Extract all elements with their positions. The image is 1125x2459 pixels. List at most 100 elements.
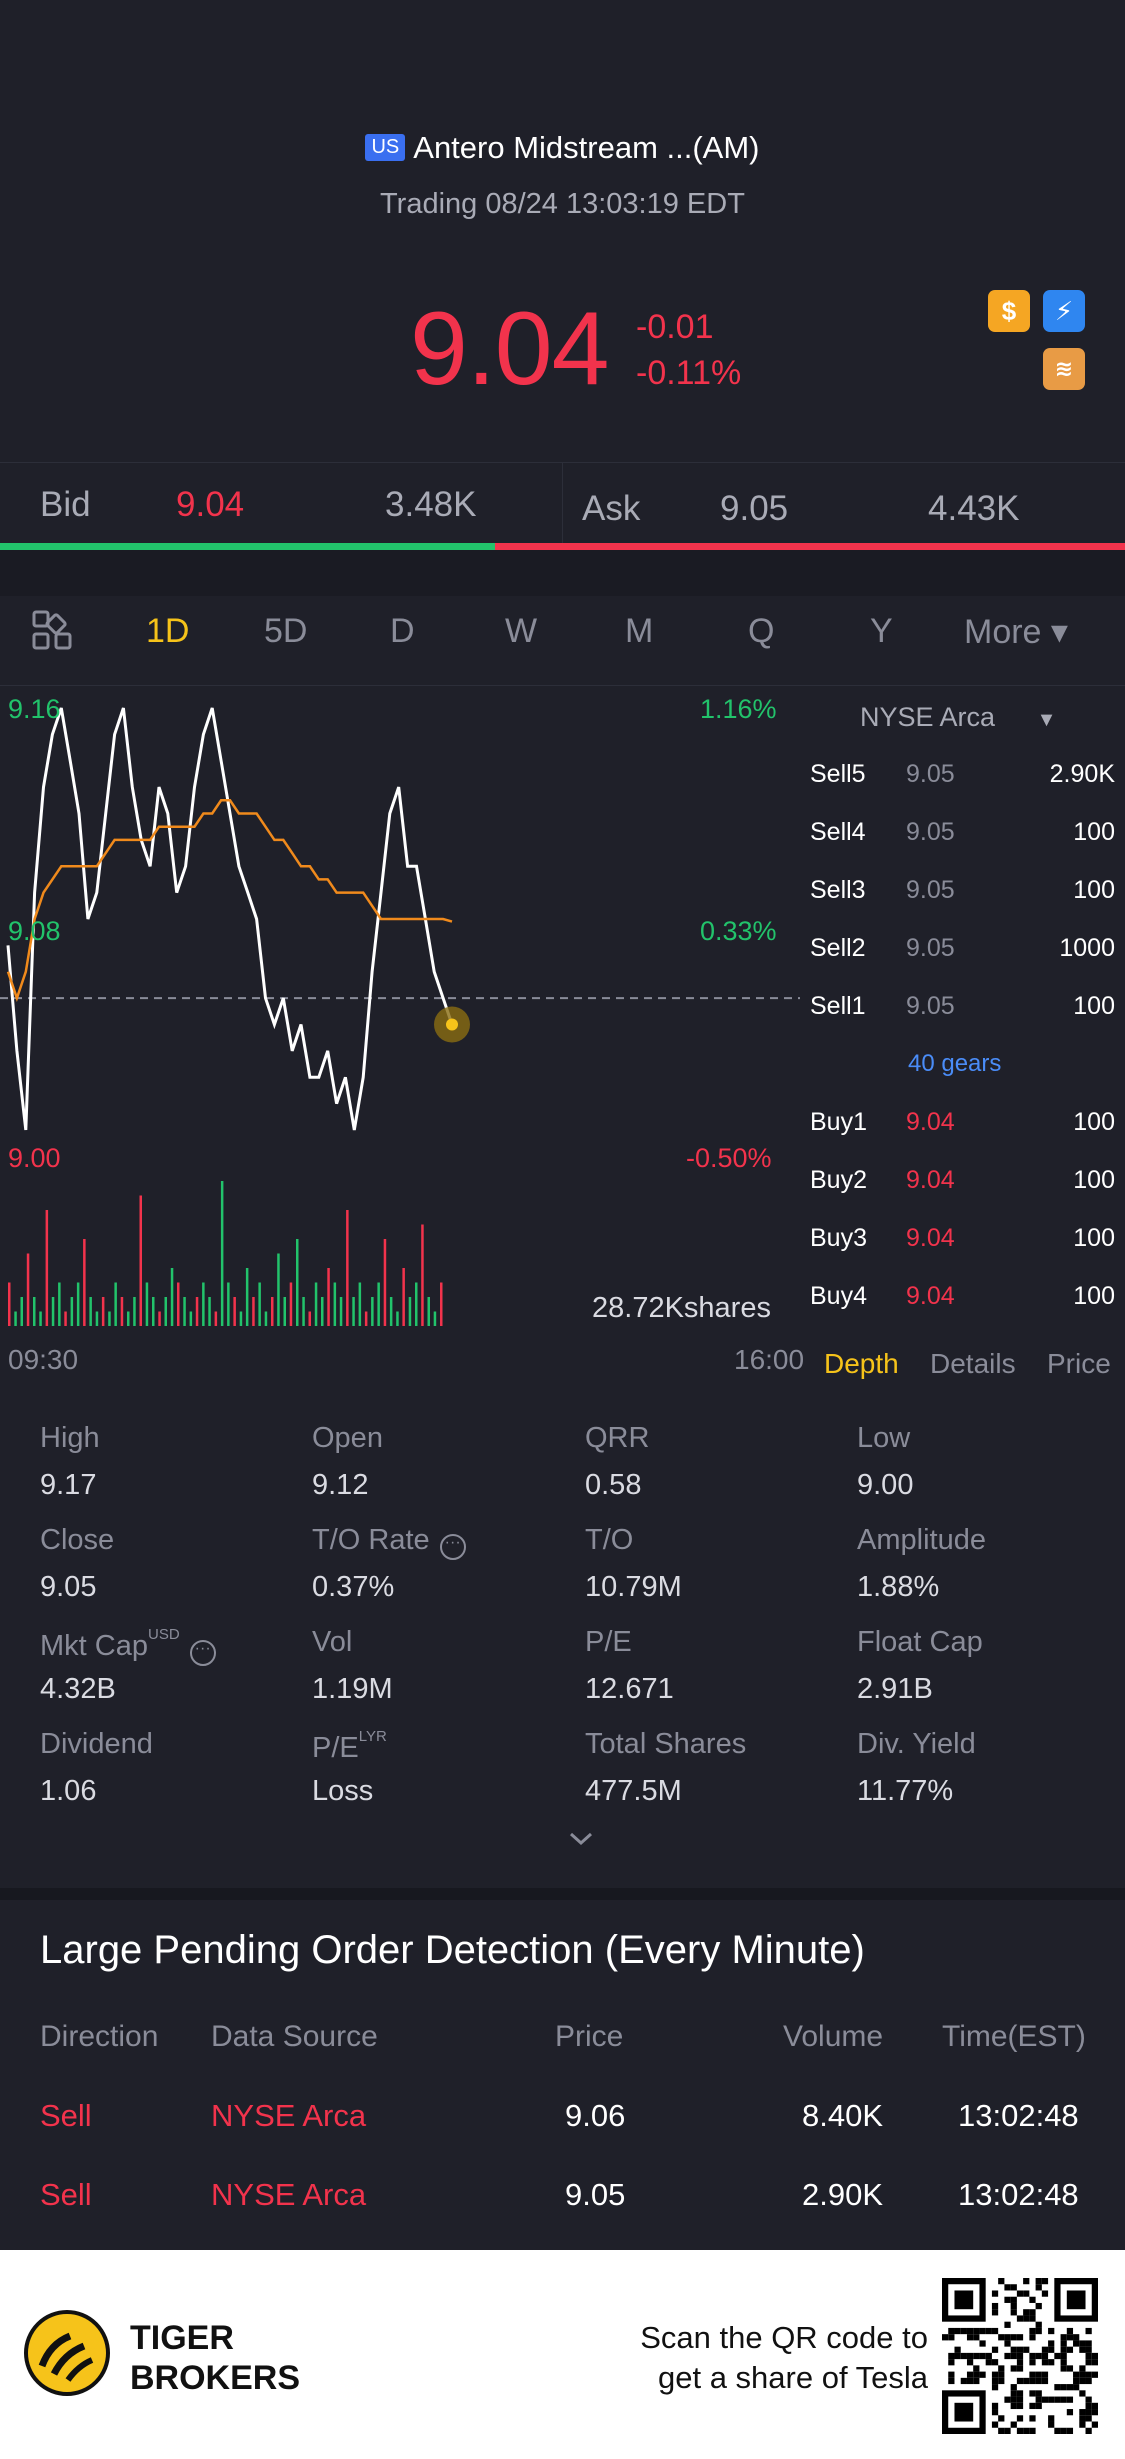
large-orders-cell: 13:02:48 bbox=[958, 2177, 1079, 2212]
tab-y[interactable]: Y bbox=[870, 612, 893, 650]
orderbook-level-label: Sell3 bbox=[810, 876, 866, 904]
x-label-open: 09:30 bbox=[8, 1344, 79, 1375]
stat-value: 1.06 bbox=[40, 1775, 97, 1807]
volume-bar bbox=[45, 1210, 49, 1326]
large-orders-cell: NYSE Arca bbox=[211, 2177, 367, 2212]
last-price: 9.04 bbox=[410, 291, 609, 407]
orderbook-price: 9.05 bbox=[906, 992, 955, 1020]
volume-bar bbox=[177, 1282, 180, 1326]
volume-bar bbox=[26, 1253, 30, 1326]
current-point bbox=[446, 1018, 458, 1031]
orderbook-quantity: 100 bbox=[1073, 1108, 1115, 1136]
period-tabs bbox=[0, 596, 1125, 686]
tab-depth[interactable]: Depth bbox=[824, 1348, 899, 1379]
volume-bar bbox=[189, 1311, 193, 1326]
volume-bar bbox=[352, 1297, 355, 1326]
tab-1d[interactable]: 1D bbox=[146, 612, 190, 650]
orderbook-level-label: Sell4 bbox=[810, 818, 866, 846]
avg-price-line bbox=[6, 799, 453, 1003]
volume-bar bbox=[314, 1282, 318, 1326]
volume-bar bbox=[402, 1268, 405, 1326]
tab-5d[interactable]: 5D bbox=[264, 612, 308, 650]
stat-label-text: Float Cap bbox=[857, 1626, 983, 1658]
volume-bar bbox=[421, 1224, 424, 1326]
stack-a-icon[interactable]: ≋ bbox=[1043, 348, 1085, 390]
stat-label-text: Close bbox=[40, 1524, 115, 1556]
ask-volume-bar bbox=[495, 543, 1125, 550]
orderbook-price: 9.04 bbox=[906, 1282, 955, 1310]
orderbook-level-label: Sell5 bbox=[810, 760, 866, 788]
stat-label: Float Cap bbox=[857, 1626, 983, 1659]
gears-link[interactable]: 40 gears bbox=[908, 1050, 1002, 1077]
scan-prompt: Scan the QR code to get a share of Tesla bbox=[560, 2318, 928, 2398]
volume-bar bbox=[158, 1311, 161, 1326]
exchange-selector[interactable]: NYSE Arca ▼ bbox=[860, 702, 1056, 733]
orderbook-level-label: Buy1 bbox=[810, 1108, 867, 1136]
price-change: -0.01 bbox=[636, 308, 714, 346]
large-orders-header: Direction bbox=[40, 2020, 159, 2053]
stat-label-text: High bbox=[40, 1422, 100, 1454]
volume-bar bbox=[427, 1297, 430, 1326]
x-label-close: 16:00 bbox=[734, 1344, 805, 1375]
volume-bar bbox=[408, 1297, 412, 1326]
lightning-1-icon[interactable]: ⚡ bbox=[1043, 290, 1085, 332]
expand-chevron-icon[interactable] bbox=[568, 1830, 594, 1848]
large-orders-cell: 13:02:48 bbox=[958, 2098, 1079, 2133]
large-orders-cell: 2.90K bbox=[802, 2177, 884, 2212]
volume-bar bbox=[377, 1282, 380, 1326]
tab-more[interactable]: More ▾ bbox=[964, 613, 1068, 651]
large-orders-panel bbox=[0, 1888, 1125, 2250]
stock-name: Antero Midstream ...(AM) bbox=[413, 130, 760, 165]
volume-bar bbox=[39, 1311, 42, 1326]
qr-code[interactable] bbox=[942, 2278, 1098, 2434]
volume-bar bbox=[321, 1297, 324, 1326]
orderbook-price: 9.05 bbox=[906, 818, 955, 846]
large-orders-title: Large Pending Order Detection (Every Min… bbox=[40, 1928, 865, 1972]
orderbook-price: 9.05 bbox=[906, 760, 955, 788]
orderbook-quantity: 100 bbox=[1073, 818, 1115, 846]
stat-label-text: Total Shares bbox=[585, 1728, 747, 1760]
orderbook-price: 9.05 bbox=[906, 876, 955, 904]
volume-bar bbox=[183, 1297, 186, 1326]
orderbook-quantity: 100 bbox=[1073, 1166, 1115, 1194]
volume-bar bbox=[308, 1311, 311, 1326]
orderbook-quantity: 1000 bbox=[1059, 934, 1115, 962]
stat-label: High bbox=[40, 1422, 100, 1455]
volume-bar bbox=[64, 1311, 67, 1326]
volume-bar bbox=[339, 1297, 343, 1326]
y-label-mid: 9.08 bbox=[8, 916, 61, 946]
volume-bar bbox=[252, 1297, 255, 1326]
stat-label: T/O bbox=[585, 1524, 633, 1557]
y-label-low: 9.00 bbox=[8, 1143, 61, 1173]
layout-grid-icon[interactable] bbox=[32, 610, 72, 650]
tab-q[interactable]: Q bbox=[748, 612, 775, 650]
volume-bar bbox=[114, 1282, 117, 1326]
tab-w[interactable]: W bbox=[505, 612, 538, 650]
tiger-logo-icon bbox=[24, 2310, 110, 2396]
info-more-icon[interactable]: ··· bbox=[439, 1534, 466, 1560]
volume-bar bbox=[333, 1282, 337, 1326]
tab-d[interactable]: D bbox=[390, 612, 415, 650]
volume-bar bbox=[383, 1239, 387, 1326]
dollar-icon[interactable]: $ bbox=[988, 290, 1030, 332]
tab-m[interactable]: M bbox=[625, 612, 654, 650]
info-more-icon[interactable]: ··· bbox=[189, 1640, 216, 1666]
stat-label: Dividend bbox=[40, 1728, 153, 1761]
orderbook-row-buy3: Buy3 9.04 100 bbox=[810, 1224, 1115, 1264]
stat-label-text: QRR bbox=[585, 1422, 650, 1454]
stat-label-text: Div. Yield bbox=[857, 1728, 976, 1760]
intraday-chart[interactable] bbox=[0, 686, 800, 1376]
brand-name: TIGER BROKERS bbox=[130, 2318, 300, 2398]
ask-price: 9.05 bbox=[720, 489, 789, 528]
stat-superscript: USD bbox=[147, 1626, 180, 1643]
volume-bar bbox=[214, 1311, 218, 1326]
orderbook-quantity: 100 bbox=[1073, 992, 1115, 1020]
volume-bar bbox=[20, 1297, 23, 1326]
stat-value: 2.91B bbox=[857, 1673, 933, 1705]
price-change-percent: -0.11% bbox=[636, 354, 742, 392]
tab-details[interactable]: Details bbox=[930, 1348, 1016, 1379]
stat-value: Loss bbox=[312, 1775, 374, 1807]
tab-price[interactable]: Price bbox=[1047, 1348, 1111, 1379]
orderbook-row-sell2: Sell2 9.05 1000 bbox=[810, 934, 1115, 974]
volume-bar bbox=[239, 1311, 243, 1326]
